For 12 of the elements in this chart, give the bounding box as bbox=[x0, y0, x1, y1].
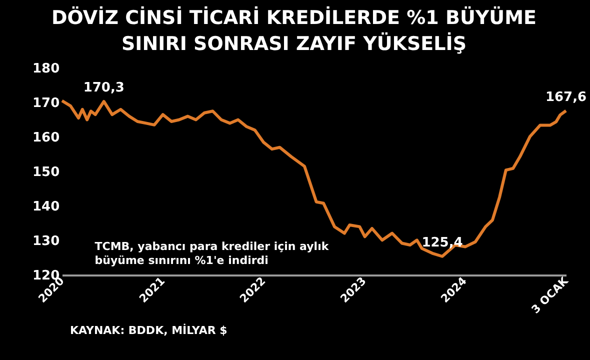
y-tick-label: 170 bbox=[32, 96, 60, 111]
annotation: TCMB, yabancı para krediler için aylık büyüme sınırını %1'e indirdi bbox=[94, 240, 330, 267]
annotation: 170,3 bbox=[83, 80, 124, 96]
chart-title: DÖVİZ CİNSİ TİCARİ KREDİLERDE %1 BÜYÜME SINIRI SONRASI ZAYIF YÜKSELİŞ bbox=[52, 6, 536, 55]
y-tick-label: 160 bbox=[32, 130, 60, 146]
y-tick-label: 130 bbox=[32, 234, 60, 249]
y-tick-label: 180 bbox=[32, 62, 60, 76]
y-tick-label: 150 bbox=[32, 165, 60, 180]
y-tick-label: 140 bbox=[32, 200, 60, 214]
text: KAYNAK: BDDK, MİLYAR $ bbox=[70, 323, 228, 337]
annotation: 125,4 bbox=[422, 235, 463, 250]
annotation: 167,6 bbox=[545, 90, 587, 105]
